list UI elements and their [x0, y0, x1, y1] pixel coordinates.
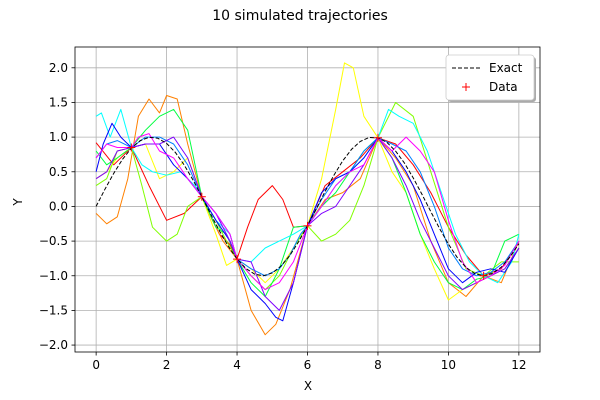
- y-tick-label: 0.5: [49, 165, 68, 179]
- data-point: [373, 133, 382, 142]
- trajectory-line-5: [95, 108, 520, 297]
- legend-item-data: Data: [462, 80, 518, 94]
- x-tick-label: 10: [441, 358, 456, 372]
- legend-box: [445, 54, 535, 101]
- legend-item-exact: Exact: [452, 61, 523, 75]
- plot-lines: [95, 62, 520, 336]
- chart-title: 10 simulated trajectories: [212, 8, 388, 24]
- y-tick-label: −1.0: [39, 269, 68, 283]
- x-tick-label: 2: [163, 358, 171, 372]
- grid: [75, 47, 540, 352]
- trajectory-line-9: [95, 136, 520, 311]
- y-tick-label: 2.0: [49, 61, 68, 75]
- legend-label: Data: [489, 80, 518, 94]
- x-tick-label: 0: [92, 358, 100, 372]
- y-axis-label: Y: [11, 198, 25, 207]
- y-tick-label: 1.0: [49, 130, 68, 144]
- legend-plus-marker-icon: [462, 83, 470, 91]
- y-tick-label: 0.0: [49, 199, 68, 213]
- data-point: [479, 271, 488, 280]
- y-tick-label: −0.5: [39, 234, 68, 248]
- trajectory-line-4: [95, 102, 519, 291]
- x-tick-label: 8: [374, 358, 382, 372]
- data-point: [197, 192, 206, 201]
- x-tick-label: 4: [233, 358, 241, 372]
- trajectory-line-10: [95, 133, 520, 291]
- trajectory-line-6: [95, 108, 520, 284]
- data-point: [303, 221, 312, 230]
- x-axis-label: X: [304, 379, 312, 393]
- data-point: [127, 143, 136, 152]
- x-tick-label: 6: [304, 358, 312, 372]
- legend-label: Exact: [489, 61, 523, 75]
- y-tick-label: 1.5: [49, 95, 68, 109]
- trajectory-line-1: [95, 137, 520, 277]
- trajectory-line-7: [95, 136, 520, 277]
- x-tick-label: 12: [511, 358, 526, 372]
- data-point: [233, 255, 242, 264]
- y-tick-label: −2.0: [39, 338, 68, 352]
- legend: Exact Data: [445, 54, 536, 102]
- axes: 0 2 4 6 8 10 12 −2.0 −1.5 −1.0 −0.5 0.0 0.5 1.0 1.5 2.0: [39, 46, 541, 372]
- y-tick-label: −1.5: [39, 303, 68, 317]
